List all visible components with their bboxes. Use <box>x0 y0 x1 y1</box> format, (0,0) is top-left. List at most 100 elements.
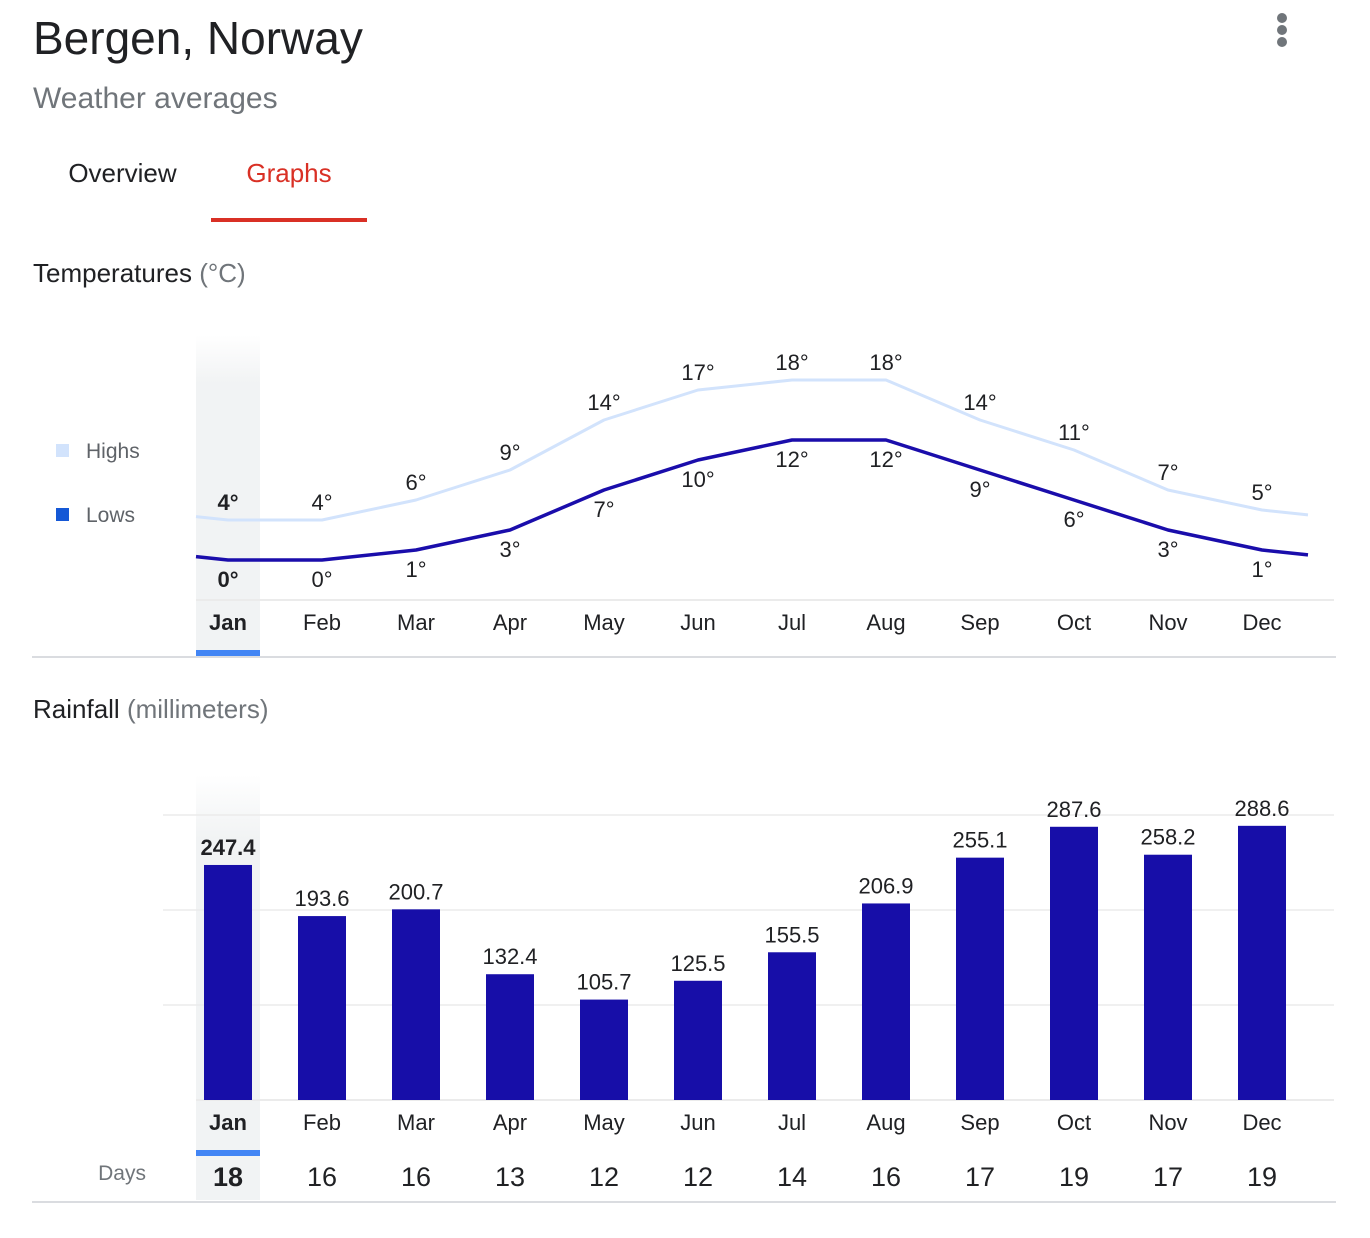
rainfall-unit: (millimeters) <box>126 694 269 724</box>
tab-overview[interactable]: Overview <box>68 158 177 188</box>
data-label-highs: 7° <box>1157 460 1178 485</box>
bar-oct[interactable] <box>1050 826 1098 1100</box>
bar-mar[interactable] <box>392 909 440 1100</box>
bar-value-label: 193.6 <box>294 886 349 911</box>
data-label-highs: 4° <box>311 490 332 515</box>
rain-days-value: 16 <box>871 1162 901 1192</box>
month-tab-feb[interactable]: Feb <box>303 1110 341 1135</box>
data-label-highs: 11° <box>1058 420 1090 445</box>
data-label-highs: 14° <box>587 390 620 415</box>
data-label-lows: 6° <box>1063 507 1084 532</box>
rain-days-value: 13 <box>495 1162 525 1192</box>
data-label-highs: 17° <box>681 360 714 385</box>
month-tab-jun[interactable]: Jun <box>680 1110 715 1135</box>
rain-days-value: 17 <box>965 1162 995 1192</box>
selected-month-indicator <box>196 1150 260 1156</box>
bar-value-label: 155.5 <box>764 922 819 947</box>
data-label-lows: 0° <box>311 567 332 592</box>
month-tab-jan[interactable]: Jan <box>209 610 247 635</box>
month-tab-dec[interactable]: Dec <box>1242 610 1281 635</box>
data-label-highs: 18° <box>869 350 902 375</box>
data-label-lows: 9° <box>969 477 990 502</box>
data-label-highs: 18° <box>775 350 808 375</box>
rain-days-value: 12 <box>589 1162 619 1192</box>
legend-swatch-lows <box>56 508 69 521</box>
more-vert-icon[interactable] <box>1270 10 1294 50</box>
month-tab-apr[interactable]: Apr <box>493 1110 527 1135</box>
rain-days-value: 18 <box>213 1162 243 1192</box>
menu-dot <box>1277 37 1287 47</box>
tab-graphs[interactable]: Graphs <box>211 158 367 222</box>
month-tab-jul[interactable]: Jul <box>778 1110 806 1135</box>
bar-nov[interactable] <box>1144 854 1192 1100</box>
month-tab-sep[interactable]: Sep <box>960 1110 999 1135</box>
month-tab-may[interactable]: May <box>583 1110 625 1135</box>
bar-may[interactable] <box>580 999 628 1100</box>
bar-feb[interactable] <box>298 916 346 1100</box>
month-tab-jul[interactable]: Jul <box>778 610 806 635</box>
rain-days-value: 16 <box>401 1162 431 1192</box>
bar-jun[interactable] <box>674 980 722 1100</box>
legend-label-lows: Lows <box>86 504 135 527</box>
bar-value-label: 258.2 <box>1140 825 1195 850</box>
rain-days-value: 19 <box>1247 1162 1277 1192</box>
data-label-highs: 9° <box>499 440 520 465</box>
month-tab-aug[interactable]: Aug <box>866 610 905 635</box>
rain-days-value: 19 <box>1059 1162 1089 1192</box>
bar-apr[interactable] <box>486 974 534 1100</box>
rainfall-title: Rainfall <box>33 694 120 724</box>
month-tab-nov[interactable]: Nov <box>1148 610 1187 635</box>
series-line-highs <box>195 378 1309 522</box>
month-tab-apr[interactable]: Apr <box>493 610 527 635</box>
legend-label-highs: Highs <box>86 440 140 463</box>
bar-value-label: 287.6 <box>1046 797 1101 822</box>
data-label-highs: 4° <box>217 490 238 515</box>
data-label-lows: 12° <box>869 447 902 472</box>
rain-days-value: 16 <box>307 1162 337 1192</box>
month-tab-mar[interactable]: Mar <box>397 610 435 635</box>
data-label-lows: 0° <box>217 567 238 592</box>
bar-value-label: 255.1 <box>952 828 1007 853</box>
bar-value-label: 247.4 <box>200 835 256 860</box>
bar-value-label: 125.5 <box>670 951 725 976</box>
page-title: Bergen, Norway <box>33 12 363 64</box>
series-line-lows <box>195 438 1309 562</box>
bar-jan[interactable] <box>204 864 252 1100</box>
month-tab-may[interactable]: May <box>583 610 625 635</box>
data-label-lows: 10° <box>681 467 714 492</box>
month-tab-oct[interactable]: Oct <box>1057 610 1091 635</box>
bar-sep[interactable] <box>956 857 1004 1100</box>
month-tab-mar[interactable]: Mar <box>397 1110 435 1135</box>
bar-value-label: 105.7 <box>576 970 631 995</box>
data-label-highs: 6° <box>405 470 426 495</box>
month-tab-jun[interactable]: Jun <box>680 610 715 635</box>
rain-days-value: 12 <box>683 1162 713 1192</box>
data-label-lows: 7° <box>593 497 614 522</box>
temperature-title: Temperatures <box>33 258 192 288</box>
bar-value-label: 206.9 <box>858 873 913 898</box>
month-tab-oct[interactable]: Oct <box>1057 1110 1091 1135</box>
data-label-lows: 3° <box>499 537 520 562</box>
page-subtitle: Weather averages <box>33 82 278 115</box>
bar-aug[interactable] <box>862 903 910 1100</box>
bar-value-label: 132.4 <box>482 944 537 969</box>
selected-month-column <box>196 335 260 655</box>
month-tab-sep[interactable]: Sep <box>960 610 999 635</box>
data-label-lows: 1° <box>405 557 426 582</box>
data-label-highs: 14° <box>963 390 996 415</box>
rain-days-value: 14 <box>777 1162 807 1192</box>
month-tab-dec[interactable]: Dec <box>1242 1110 1281 1135</box>
month-tab-nov[interactable]: Nov <box>1148 1110 1187 1135</box>
month-tab-feb[interactable]: Feb <box>303 610 341 635</box>
legend-swatch-highs <box>56 444 69 457</box>
month-tab-aug[interactable]: Aug <box>866 1110 905 1135</box>
selected-month-indicator <box>196 650 260 656</box>
rain-days-value: 17 <box>1153 1162 1183 1192</box>
month-tab-jan[interactable]: Jan <box>209 1110 247 1135</box>
data-label-lows: 12° <box>775 447 808 472</box>
bar-dec[interactable] <box>1238 825 1286 1100</box>
rainfall-section-title: Rainfall (millimeters) <box>33 694 269 725</box>
bar-jul[interactable] <box>768 952 816 1100</box>
days-label: Days <box>98 1162 146 1185</box>
